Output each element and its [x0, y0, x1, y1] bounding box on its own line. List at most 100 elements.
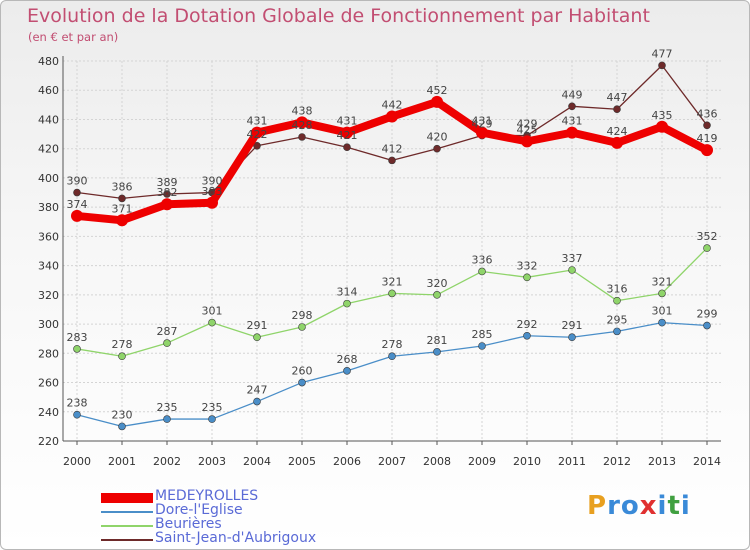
- logo-letter: P: [587, 491, 608, 521]
- data-point: [388, 156, 396, 165]
- series-layer: [71, 61, 713, 431]
- data-point: [161, 198, 173, 211]
- data-point: [433, 291, 441, 299]
- legend-label: Dore-l'Eglise: [155, 502, 243, 518]
- data-label: 431: [472, 115, 493, 128]
- data-point: [73, 345, 81, 353]
- data-label: 429: [517, 118, 538, 131]
- data-point: [118, 194, 126, 203]
- data-point: [298, 133, 306, 141]
- data-label: 332: [517, 259, 538, 272]
- data-point: [386, 110, 398, 123]
- legend-swatch: [101, 511, 153, 513]
- y-tick-label: 340: [38, 260, 59, 273]
- data-point: [433, 144, 441, 153]
- data-label: 292: [517, 318, 538, 331]
- data-labels: 390 386 389 390 422 428 421 412 420 429 429 449 447 4…: [67, 47, 718, 421]
- data-point: [701, 144, 713, 157]
- y-tick-label: 380: [38, 201, 59, 214]
- data-point: [206, 196, 218, 209]
- x-tick-label: 2014: [693, 455, 721, 468]
- proxiti-logo: Proxiti: [587, 491, 691, 521]
- y-tick-label: 360: [38, 230, 59, 243]
- data-label: 285: [472, 328, 493, 341]
- data-label: 321: [652, 275, 673, 288]
- y-tick-label: 240: [38, 406, 59, 419]
- legend-label: Saint-Jean-d'Aubrigoux: [155, 530, 317, 546]
- y-tick-label: 320: [38, 289, 59, 302]
- logo-letter: x: [639, 491, 658, 521]
- data-label: 442: [382, 99, 403, 112]
- data-point: [296, 116, 308, 129]
- data-label: 235: [202, 401, 223, 414]
- data-label: 352: [697, 230, 718, 243]
- y-tick-label: 440: [38, 113, 59, 126]
- data-label: 449: [562, 88, 583, 101]
- logo-letter: r: [607, 491, 621, 521]
- axes: 220 240 260 280 300 320 340 360 380 400 420 440 460 4…: [38, 55, 721, 468]
- data-label: 278: [382, 338, 403, 351]
- data-label: 390: [202, 175, 223, 188]
- data-point: [163, 415, 171, 423]
- data-label: 390: [67, 175, 88, 188]
- legend-swatch: [101, 539, 153, 541]
- data-point: [251, 126, 263, 139]
- data-label: 431: [562, 115, 583, 128]
- data-point: [521, 135, 533, 148]
- legend-swatch: [101, 493, 153, 503]
- legend-label: MEDEYROLLES: [155, 488, 259, 504]
- data-point: [116, 214, 128, 227]
- data-point: [388, 352, 396, 361]
- data-label: 429: [472, 118, 493, 131]
- data-point: [388, 289, 396, 298]
- data-point: [476, 126, 488, 139]
- data-label: 260: [292, 365, 313, 378]
- chart-title: Evolution de la Dotation Globale de Fonc…: [27, 5, 650, 27]
- x-tick-label: 2006: [333, 455, 361, 468]
- data-point: [568, 333, 576, 342]
- data-point: [611, 136, 623, 149]
- data-point: [433, 348, 441, 356]
- x-tick-label: 2008: [423, 455, 451, 468]
- x-tick-label: 2007: [378, 455, 406, 468]
- data-label: 291: [562, 319, 583, 332]
- data-label: 316: [607, 283, 628, 296]
- x-tick-label: 2009: [468, 455, 496, 468]
- x-tick-label: 2003: [198, 455, 226, 468]
- x-tick-label: 2004: [243, 455, 271, 468]
- legend-label: Beurières: [155, 516, 222, 532]
- y-tick-label: 280: [38, 347, 59, 360]
- data-point: [118, 352, 126, 361]
- data-point: [343, 299, 351, 308]
- data-point: [253, 141, 261, 150]
- data-point: [71, 209, 83, 222]
- y-tick-label: 260: [38, 377, 59, 390]
- data-point: [613, 105, 621, 114]
- data-point: [163, 339, 171, 347]
- data-label: 431: [337, 115, 358, 128]
- data-label: 422: [247, 128, 268, 141]
- data-label: 386: [112, 180, 133, 193]
- x-tick-label: 2000: [63, 455, 91, 468]
- data-label: 238: [67, 397, 88, 410]
- y-tick-label: 480: [38, 55, 59, 68]
- legend-swatch: [101, 525, 153, 527]
- data-point: [566, 126, 578, 139]
- data-point: [208, 415, 216, 423]
- data-label: 412: [382, 142, 403, 155]
- data-label: 235: [157, 401, 178, 414]
- data-label: 283: [67, 331, 88, 344]
- data-point: [703, 321, 711, 330]
- y-tick-label: 420: [38, 143, 59, 156]
- x-tick-label: 2011: [558, 455, 586, 468]
- data-point: [656, 120, 668, 133]
- data-point: [343, 367, 351, 375]
- data-point: [343, 143, 351, 152]
- data-label: 420: [427, 131, 448, 144]
- data-point: [613, 296, 621, 305]
- y-tick-label: 460: [38, 84, 59, 97]
- data-label: 452: [427, 84, 448, 97]
- grid-lines: [63, 60, 721, 442]
- data-point: [523, 331, 531, 340]
